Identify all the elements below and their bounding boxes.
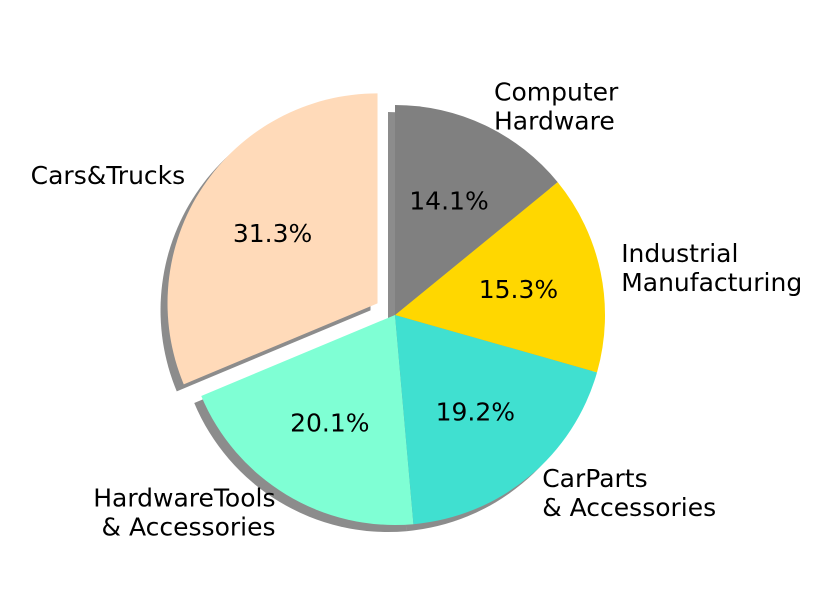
pie-slice-cars-trucks xyxy=(167,93,378,385)
pie-slice-carparts-accessories xyxy=(395,315,598,525)
slice-category-label: Industrial Manufacturing xyxy=(621,239,802,297)
slice-category-label-line: Cars&Trucks xyxy=(31,161,186,190)
slice-percent-label: 19.2% xyxy=(436,398,515,427)
slice-percent-label: 31.3% xyxy=(233,219,312,248)
slice-category-label-line: Hardware xyxy=(494,106,615,135)
slice-category-label: CarParts & Accessories xyxy=(542,464,716,522)
pie-slice-hardwaretools-accessories xyxy=(201,315,414,526)
slice-category-label-line: CarParts xyxy=(542,464,647,493)
pie-slice-industrial-manufacturing xyxy=(395,182,606,373)
pie-slice-layer xyxy=(167,93,606,526)
slice-percent-label: 20.1% xyxy=(290,408,369,437)
slice-category-label-line: & Accessories xyxy=(102,513,276,542)
pie-percent-layer: 31.3% 20.1% 19.2% 15.3% 14.1% xyxy=(233,187,558,438)
slice-category-label: Computer Hardware xyxy=(494,77,619,135)
pie-slice-computer-hardware xyxy=(395,105,558,315)
slice-category-label-line: Industrial xyxy=(621,239,738,268)
slice-category-label: Cars&Trucks xyxy=(31,161,186,190)
slice-category-label: HardwareTools & Accessories xyxy=(93,484,275,542)
slice-category-label-line: HardwareTools xyxy=(93,484,275,513)
slice-percent-label: 14.1% xyxy=(409,187,488,216)
slice-percent-label: 15.3% xyxy=(479,275,558,304)
slice-category-label-line: Computer xyxy=(494,77,619,106)
slice-category-label-line: Manufacturing xyxy=(621,268,802,297)
slice-category-label-line: & Accessories xyxy=(542,493,716,522)
